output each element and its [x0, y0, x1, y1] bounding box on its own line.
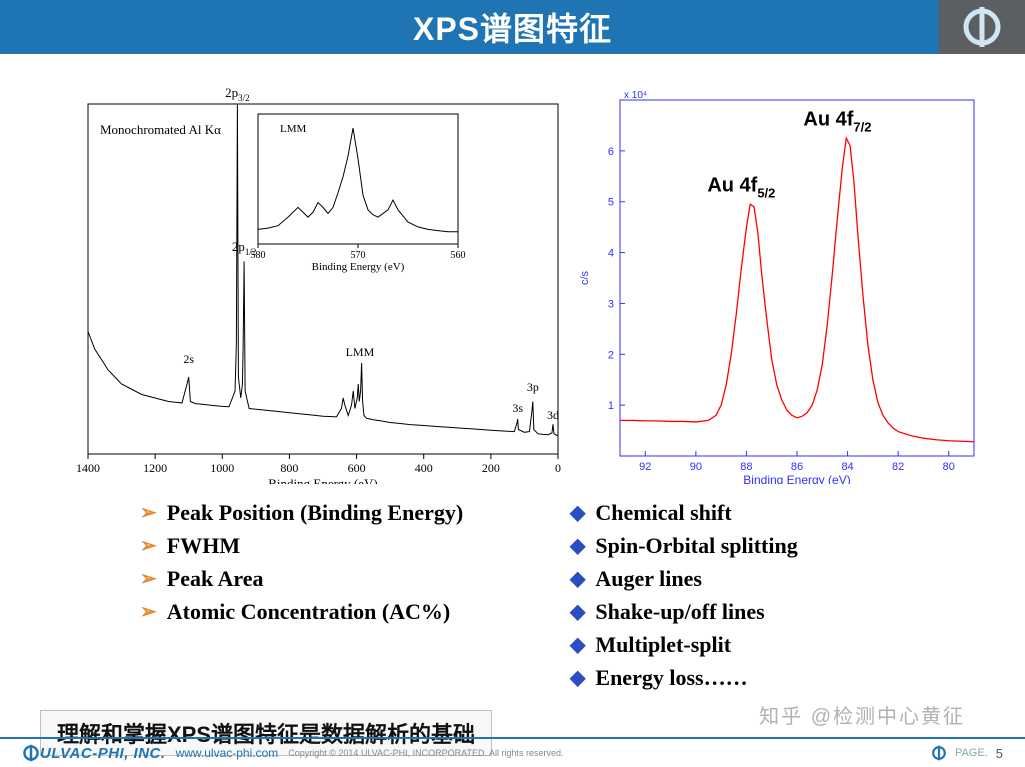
- bullet-icon: ◆: [570, 663, 585, 693]
- svg-text:c/s: c/s: [579, 270, 591, 285]
- slide-header: XPS谱图特征: [0, 0, 1025, 54]
- svg-text:1200: 1200: [143, 461, 167, 475]
- bullet-icon: ➢: [140, 564, 157, 594]
- list-item-text: Atomic Concentration (AC%): [167, 595, 451, 628]
- slide-title: XPS谱图特征: [413, 4, 612, 50]
- chart-row: 1400 1200 1000 800 600 400 200 0 Binding Energy …: [0, 54, 1025, 490]
- measured-properties-list: ➢ Peak Position (Binding Energy) ➢ FWHM ➢ Pea…: [140, 496, 540, 694]
- footer-phi-icon: [22, 744, 40, 762]
- svg-text:2s: 2s: [183, 352, 194, 366]
- svg-text:Binding Energy (eV): Binding Energy (eV): [312, 261, 405, 273]
- svg-text:0: 0: [555, 461, 561, 475]
- list-item-text: Energy loss……: [595, 661, 747, 694]
- svg-text:1: 1: [608, 400, 614, 412]
- svg-text:560: 560: [451, 250, 466, 261]
- watermark-text: 知乎 @检测中心黄征: [759, 700, 965, 729]
- footer-copyright: Copyright © 2014 ULVAC-PHI, INCORPORATED…: [288, 748, 563, 758]
- phi-logo-box: [939, 0, 1025, 54]
- list-item: ➢ Peak Area: [140, 562, 540, 595]
- svg-text:800: 800: [280, 461, 298, 475]
- footer-page-phi-icon: [931, 745, 947, 761]
- svg-text:80: 80: [943, 461, 955, 473]
- footer-page: PAGE. 5: [931, 745, 1003, 761]
- svg-text:5: 5: [608, 197, 614, 209]
- svg-text:400: 400: [415, 461, 433, 475]
- slide-footer: ULVAC-PHI, INC. www.ulvac-phi.com Copyri…: [0, 737, 1025, 767]
- svg-text:200: 200: [482, 461, 500, 475]
- bullet-icon: ◆: [570, 630, 585, 660]
- list-item-text: Spin-Orbital splitting: [595, 529, 797, 562]
- svg-text:84: 84: [841, 461, 853, 473]
- svg-text:2p3/2: 2p3/2: [225, 85, 250, 103]
- list-item: ◆ Energy loss……: [570, 661, 798, 694]
- list-item-text: Multiplet-split: [595, 628, 731, 661]
- svg-text:LMM: LMM: [280, 123, 307, 135]
- list-item: ◆ Shake-up/off lines: [570, 595, 798, 628]
- svg-text:2: 2: [608, 349, 614, 361]
- bullet-icon: ◆: [570, 531, 585, 561]
- list-item-text: Peak Position (Binding Energy): [167, 496, 463, 529]
- svg-text:Binding Energy (eV): Binding Energy (eV): [743, 473, 850, 484]
- list-item: ➢ Atomic Concentration (AC%): [140, 595, 540, 628]
- bullet-icon: ◆: [570, 564, 585, 594]
- svg-text:LMM: LMM: [346, 345, 375, 359]
- footer-page-num: 5: [996, 746, 1003, 761]
- svg-text:3d: 3d: [547, 408, 559, 422]
- svg-text:570: 570: [351, 250, 366, 261]
- footer-page-word: PAGE.: [955, 747, 988, 759]
- svg-text:88: 88: [740, 461, 752, 473]
- spectral-features-list: ◆ Chemical shift ◆ Spin-Orbital splitting ◆ A…: [570, 496, 798, 694]
- slide-body: 1400 1200 1000 800 600 400 200 0 Binding Energy …: [0, 54, 1025, 756]
- svg-text:3s: 3s: [512, 401, 523, 415]
- bullet-icon: ◆: [570, 498, 585, 528]
- svg-text:90: 90: [690, 461, 702, 473]
- list-item: ➢ Peak Position (Binding Energy): [140, 496, 540, 529]
- list-item-text: Peak Area: [167, 562, 264, 595]
- svg-text:580: 580: [251, 250, 266, 261]
- list-item: ◆ Auger lines: [570, 562, 798, 595]
- svg-text:Monochromated Al Kα: Monochromated Al Kα: [100, 122, 221, 137]
- list-item: ◆ Multiplet-split: [570, 628, 798, 661]
- list-item-text: Auger lines: [595, 562, 702, 595]
- list-item: ◆ Spin-Orbital splitting: [570, 529, 798, 562]
- list-item: ◆ Chemical shift: [570, 496, 798, 529]
- phi-logo-icon: [960, 5, 1004, 49]
- bullet-lists: ➢ Peak Position (Binding Energy) ➢ FWHM ➢ Pea…: [0, 490, 1025, 694]
- svg-text:4: 4: [608, 248, 614, 260]
- footer-company: ULVAC-PHI, INC.: [40, 745, 166, 762]
- svg-text:1000: 1000: [210, 461, 234, 475]
- svg-text:3p: 3p: [527, 380, 539, 394]
- svg-text:92: 92: [639, 461, 651, 473]
- svg-text:1400: 1400: [76, 461, 100, 475]
- bullet-icon: ◆: [570, 597, 585, 627]
- list-item-text: FWHM: [167, 529, 240, 562]
- bullet-icon: ➢: [140, 597, 157, 627]
- au4f-spectrum-chart: 92 90 88 86 84 82 80 1 2 3 4 5 6 Binding Energy (eV) c…: [574, 84, 984, 484]
- list-item: ➢ FWHM: [140, 529, 540, 562]
- svg-text:Au 4f7/2: Au 4f7/2: [803, 108, 871, 134]
- svg-text:Au 4f5/2: Au 4f5/2: [707, 175, 775, 201]
- svg-text:600: 600: [348, 461, 366, 475]
- svg-text:x 10⁴: x 10⁴: [624, 90, 647, 101]
- svg-text:Binding Energy (eV): Binding Energy (eV): [268, 476, 378, 484]
- footer-url: www.ulvac-phi.com: [176, 746, 279, 760]
- svg-text:86: 86: [791, 461, 803, 473]
- svg-text:3: 3: [608, 298, 614, 310]
- svg-text:82: 82: [892, 461, 904, 473]
- bullet-icon: ➢: [140, 531, 157, 561]
- bullet-icon: ➢: [140, 498, 157, 528]
- survey-spectrum-chart: 1400 1200 1000 800 600 400 200 0 Binding Energy …: [38, 84, 568, 484]
- svg-text:6: 6: [608, 146, 614, 158]
- list-item-text: Shake-up/off lines: [595, 595, 764, 628]
- list-item-text: Chemical shift: [595, 496, 731, 529]
